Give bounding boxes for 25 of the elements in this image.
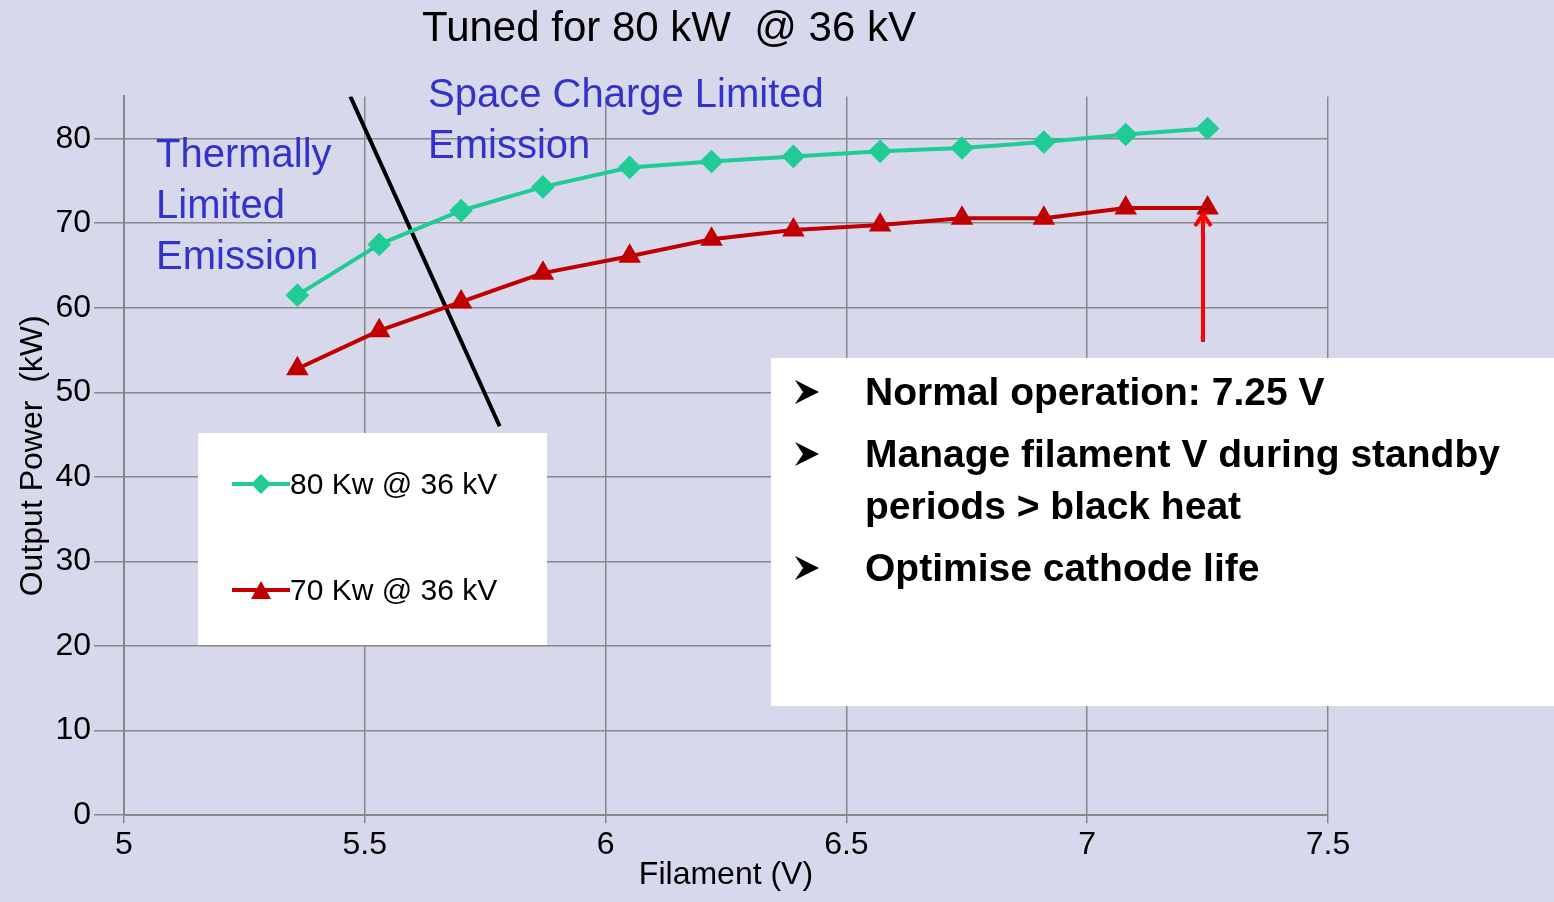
legend-label: 70 Kw @ 36 kV <box>290 573 498 607</box>
y-tick-label: 50 <box>55 372 91 409</box>
x-axis-title: Filament (V) <box>638 854 814 891</box>
y-tick-label: 30 <box>55 541 91 578</box>
x-tick-label: 6.5 <box>824 825 869 862</box>
y-tick-label: 60 <box>55 287 91 324</box>
x-tick-label: 7.5 <box>1305 825 1351 862</box>
annotation: Optimise cathode life <box>865 545 1261 591</box>
y-tick-label: 10 <box>55 710 91 747</box>
y-tick-label: 70 <box>55 203 91 240</box>
annotation: Thermally Limited Emission <box>156 130 333 279</box>
y-tick-label: 80 <box>55 118 91 155</box>
annotation: Manage filament V during standby periods > black heat <box>865 431 1501 529</box>
x-tick-label: 5 <box>115 825 133 862</box>
x-tick-label: 6 <box>596 825 615 862</box>
y-axis-title: Output Power (kW) <box>13 315 50 597</box>
annotation: Normal operation: 7.25 V <box>865 369 1326 415</box>
x-tick-label: 7 <box>1078 825 1097 862</box>
y-tick-label: 20 <box>55 625 91 662</box>
y-tick-label: 0 <box>73 795 91 832</box>
chart-title: Tuned for 80 kW @ 36 kV <box>422 2 916 50</box>
legend-label: 80 Kw @ 36 kV <box>290 467 498 501</box>
x-tick-label: 5.5 <box>342 825 388 862</box>
text-panel: Normal operation: 7.25 V Manage filament V during standby periods > black heat Optimise cathode life <box>771 358 1554 706</box>
y-tick-label: 40 <box>55 456 91 493</box>
